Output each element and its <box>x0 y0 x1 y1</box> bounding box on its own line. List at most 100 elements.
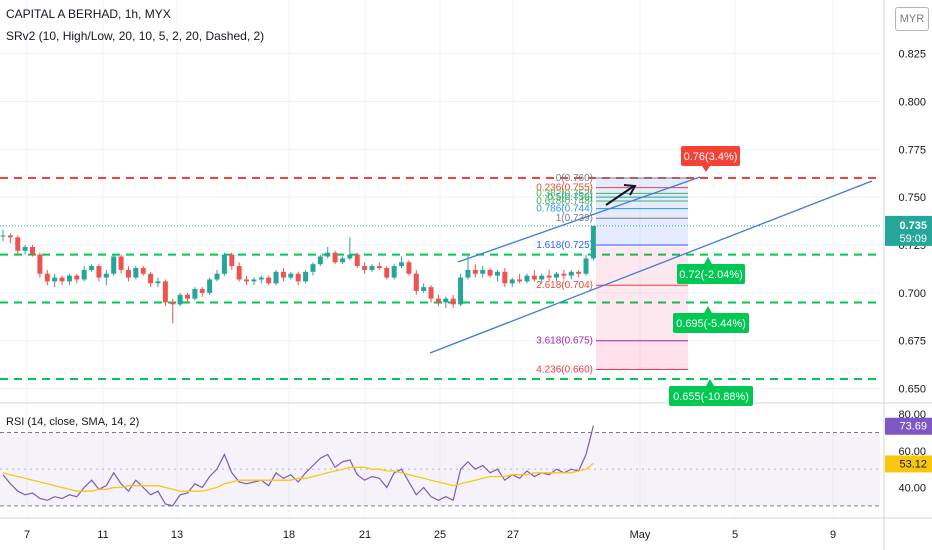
candle-body <box>347 254 353 259</box>
resistance-badge-bg <box>681 146 740 166</box>
candle-body <box>413 273 419 291</box>
rsi-value-badge: 73.69 <box>899 421 927 433</box>
candle-body <box>354 254 360 267</box>
fib-level-label: 0.382(0.752) <box>536 188 593 199</box>
candle-body <box>22 246 28 251</box>
candle-body <box>480 269 486 274</box>
candle-body <box>303 271 309 282</box>
rsi-tick-label: 60.00 <box>898 446 926 458</box>
candle-body <box>362 266 368 270</box>
candle-body <box>325 252 331 257</box>
candle-body <box>376 266 382 268</box>
support-badge-bg <box>669 386 753 406</box>
price-tick-label: 0.650 <box>898 384 926 396</box>
candle-body <box>531 275 537 280</box>
candle-body <box>162 281 168 303</box>
trend-channel <box>429 176 873 354</box>
channel-lower-line <box>429 180 873 354</box>
price-tick-label: 0.800 <box>898 96 926 108</box>
candle-body <box>590 225 596 259</box>
time-tick-label: 5 <box>732 529 738 541</box>
candle-body <box>30 246 36 255</box>
candle-body <box>7 235 13 238</box>
resistance-badge: 0.76(3.4%) <box>684 151 738 163</box>
price-badges: 0.76(3.4%) 0.72(-2.04%) 0.695(-5.44%) 0.655… <box>669 146 932 473</box>
candle-body <box>487 269 493 276</box>
candle-body <box>229 254 235 267</box>
chart-title: CAPITAL A BERHAD, 1h, MYX <box>6 7 171 21</box>
candle-body <box>0 235 6 237</box>
time-tick-label: 11 <box>97 529 108 541</box>
last-price-badge: 0.735 <box>899 220 927 232</box>
candle-body <box>332 252 338 263</box>
rsi-sma-badge-bg <box>885 455 932 473</box>
candle-body <box>561 273 567 276</box>
candle-body <box>406 262 412 274</box>
candle-body <box>170 302 176 305</box>
candle-body <box>207 279 213 293</box>
candle-body <box>517 279 523 282</box>
candle-body <box>221 254 227 274</box>
candle-body <box>273 271 279 284</box>
price-tick-label: 0.700 <box>898 288 926 300</box>
candle-body <box>435 298 441 303</box>
channel-upper-line <box>457 176 701 263</box>
fib-level-label: 4.236(0.660) <box>536 364 593 375</box>
rsi-legend[interactable]: RSI (14, close, SMA, 14, 2) <box>6 416 140 428</box>
candle-body <box>280 271 286 278</box>
candle-body <box>583 258 589 274</box>
resistance-badge-pointer <box>702 166 710 172</box>
rsi-value-badge-bg <box>885 417 932 435</box>
candle-body <box>546 275 552 278</box>
time-tick-label: 25 <box>434 529 446 541</box>
projection-arrow-head <box>623 184 637 196</box>
time-tick-label: 27 <box>507 529 519 541</box>
candle-body <box>155 281 161 284</box>
fib-level-label: 0.618(0.748) <box>536 196 593 207</box>
candle-body <box>576 271 582 274</box>
indicator-legend[interactable]: SRv2 (10, High/Low, 20, 10, 5, 2, 20, Da… <box>6 29 265 43</box>
fib-zone-lower <box>596 245 688 341</box>
rsi-background <box>0 432 880 507</box>
candle-body <box>15 237 21 251</box>
time-tick-label: May <box>630 529 651 541</box>
currency-selector[interactable]: MYR <box>895 7 929 31</box>
candle-body <box>509 279 515 284</box>
candle-body <box>539 275 545 280</box>
candle-body <box>244 279 250 282</box>
fib-level-label: 0(0.760) <box>556 173 593 184</box>
candle-body <box>266 277 272 284</box>
candle-body <box>148 273 154 284</box>
candle-body <box>443 298 449 303</box>
candle-body <box>524 275 530 282</box>
price-tick-label: 0.750 <box>898 192 926 204</box>
candle-body <box>399 262 405 267</box>
candle-body <box>295 273 301 282</box>
support-badge: 0.72(-2.04%) <box>679 269 743 281</box>
candle-body <box>369 266 375 270</box>
candle-body <box>96 266 102 278</box>
candle-body <box>125 269 131 278</box>
candle-body <box>317 256 323 265</box>
fib-zone-upper <box>596 178 688 246</box>
candle-body <box>177 294 183 305</box>
rsi-line <box>2 425 594 507</box>
candle-body <box>81 269 87 280</box>
candle-body <box>103 273 109 278</box>
fib-level-label: 1.618(0.725) <box>536 240 593 251</box>
fib-level-label: 3.618(0.675) <box>536 336 593 347</box>
candle-body <box>258 277 264 280</box>
time-tick-label: 18 <box>283 529 295 541</box>
candle-body <box>554 273 559 278</box>
candle-body <box>310 264 316 272</box>
fib-zone-bottom <box>596 340 688 370</box>
candle-body <box>185 294 190 299</box>
time-tick-label: 9 <box>830 529 836 541</box>
support-badge-pointer <box>704 306 712 313</box>
candle-body <box>384 268 390 278</box>
fib-level-label: 0.5(0.750) <box>547 192 593 203</box>
rsi-sma-line <box>2 462 594 492</box>
candle-body <box>140 268 146 274</box>
candle-body <box>89 266 95 270</box>
